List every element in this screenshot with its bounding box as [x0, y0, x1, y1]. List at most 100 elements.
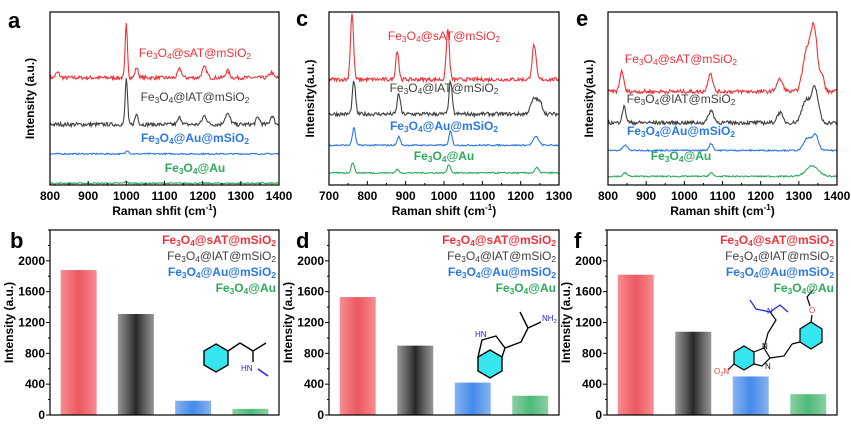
x-axis-label-text: Raman shift (cm [670, 204, 763, 218]
bar-sAT [617, 274, 654, 415]
subscript: 4 [416, 34, 421, 44]
y-axis-label: Intensity (a.u.) [559, 282, 573, 363]
text-run: @Au@mSiO [660, 124, 731, 138]
spectrum-line-Au [607, 164, 838, 179]
subscript: 2 [829, 254, 834, 264]
text-run: @Au [528, 281, 556, 295]
subscript: 2 [246, 51, 251, 61]
text-run: @lAT@mSiO [422, 81, 493, 95]
x-tick-label: 1300 [546, 189, 573, 203]
subscript: 4 [190, 238, 195, 248]
series-label-lAT: Fe3O4@lAT@mSiO2 [390, 81, 499, 96]
x-axis-label-end: ) [771, 204, 775, 218]
subscript: 2 [551, 254, 556, 264]
y-tick-label: 0 [595, 408, 602, 422]
text-run: Fe [448, 265, 462, 279]
subscript: 4 [754, 270, 759, 280]
text-run: Fe [725, 249, 739, 263]
text-run: Fe [390, 81, 404, 95]
text-run: Fe [139, 46, 153, 60]
series-label-Au: Fe3O4@Au [165, 161, 225, 176]
text-run: O [744, 249, 753, 263]
subscript: 2 [271, 254, 276, 264]
text-run: Fe [496, 281, 510, 295]
y-tick-label: 1200 [575, 316, 602, 330]
legend-entry-sAT: Fe3O4@sAT@mSiO2 [720, 233, 834, 248]
bar-sAT [60, 270, 97, 415]
y-tick-label: 1600 [575, 285, 602, 299]
subscript: 4 [802, 286, 807, 296]
subscript: 4 [748, 238, 753, 248]
text-run: O [186, 249, 195, 263]
legend-entry-lAT: Fe3O4@lAT@mSiO2 [725, 249, 834, 264]
text-run: @sAT@mSiO [172, 46, 247, 60]
x-axis-label: Raman shfit (cm-1) [112, 203, 216, 218]
subscript: 4 [679, 154, 684, 164]
legend-entry-Au_mSiO2: Fe3O4@Au@mSiO2 [726, 265, 834, 280]
text-run: @Au [447, 149, 475, 163]
oxygen-label: O [809, 306, 815, 315]
text-run: @sAT@mSiO [658, 52, 733, 66]
panel-label: b [10, 228, 23, 253]
text-run: @Au [806, 281, 834, 295]
text-run: Fe [168, 265, 182, 279]
amine-label: N [767, 307, 773, 316]
y-tick-label: 400 [304, 377, 324, 391]
text-run: O [181, 233, 190, 247]
text-run: Fe [141, 90, 155, 104]
x-axis-label-text: Raman shift (cm [392, 204, 485, 218]
spectrum-line-Au_mSiO2 [607, 132, 838, 153]
subscript: 2 [720, 372, 723, 378]
x-tick-label: 1400 [824, 189, 851, 203]
x-tick-label: 900 [396, 189, 416, 203]
panel-label: c [296, 6, 308, 31]
subscript: 2 [244, 136, 249, 146]
subscript: 3 [428, 154, 433, 164]
x-tick-label: 1300 [785, 189, 812, 203]
panel-label: f [574, 228, 582, 253]
x-tick-label: 1200 [189, 189, 216, 203]
legend-entry-Au: Fe3O4@Au [216, 281, 276, 296]
text-run: Fe [167, 249, 181, 263]
subscript: 3 [461, 254, 466, 264]
y-axis-label: Intensity (a.u.) [281, 282, 295, 363]
subscript: 3 [181, 254, 186, 264]
subscript: 4 [524, 286, 529, 296]
amine-label: HN [241, 364, 253, 373]
text-run: O [646, 124, 655, 138]
subscript: 2 [495, 34, 500, 44]
subscript: 3 [734, 238, 739, 248]
text-run: Fe [442, 233, 456, 247]
x-tick-label: 900 [78, 189, 98, 203]
subscript: 4 [169, 95, 174, 105]
subscript: 4 [195, 254, 200, 264]
bar-Au_mSiO2 [732, 376, 769, 415]
subscript: 2 [551, 270, 556, 280]
x-tick-label: 1000 [113, 189, 140, 203]
series-label-Au_mSiO2: Fe3O4@Au@mSiO2 [141, 131, 249, 146]
y-tick-label: 1200 [18, 316, 45, 330]
subscript: 4 [244, 286, 249, 296]
text-run: @lAT@mSiO [659, 92, 730, 106]
text-run: Fe [726, 265, 740, 279]
series-label-lAT: Fe3O4@lAT@mSiO2 [141, 90, 250, 105]
text-run: O [234, 281, 243, 295]
text-run: O [669, 149, 678, 163]
subscript: 4 [753, 254, 758, 264]
subscript: 3 [641, 129, 646, 139]
text-run: Fe [414, 149, 428, 163]
text-run: @lAT@mSiO [200, 249, 271, 263]
text-run: Fe [627, 92, 641, 106]
text-run: @lAT@mSiO [173, 90, 244, 104]
x-tick-label: 900 [636, 189, 656, 203]
legend-entry-sAT: Fe3O4@sAT@mSiO2 [162, 233, 276, 248]
y-tick-label: 800 [25, 346, 45, 360]
text-run: O [467, 265, 476, 279]
x-tick-label: 800 [357, 189, 377, 203]
legend-entry-Au_mSiO2: Fe3O4@Au@mSiO2 [168, 265, 276, 280]
indole-nh-label: HN [475, 330, 487, 339]
x-axis-label-end: ) [492, 204, 496, 218]
bar-Au [512, 395, 549, 415]
text-run: Fe [625, 52, 639, 66]
text-run: Fe [162, 233, 176, 247]
